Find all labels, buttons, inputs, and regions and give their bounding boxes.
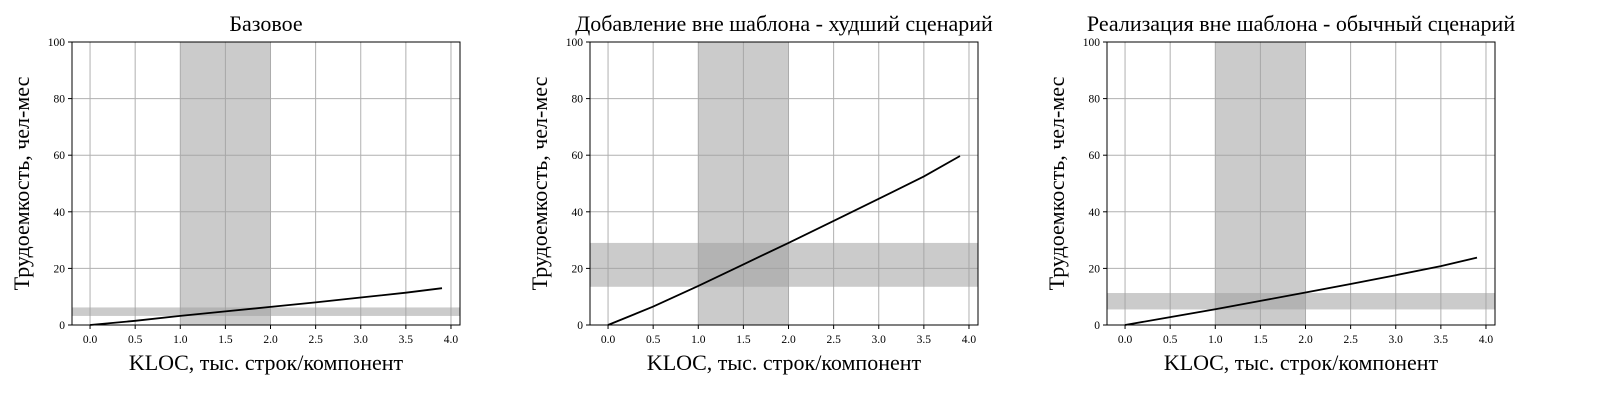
x-tick-label: 1.0 [173, 334, 188, 346]
x-tick-label: 0.0 [601, 334, 616, 346]
kloc-range-band [1215, 42, 1306, 325]
chart-title: Базовое [229, 11, 302, 36]
x-tick-label: 1.0 [1208, 334, 1223, 346]
chart-panel-2: 0.0 0.5 1.0 1.5 2.0 2.5 3.0 3.5 4.0 0 20 40 60 80 100Д… [527, 11, 993, 375]
y-tick-label: 20 [1089, 263, 1101, 275]
plot-frame [1106, 41, 1496, 326]
series-line-1 [607, 155, 961, 326]
y-tick-label: 60 [572, 150, 584, 162]
x-tick-label: 0.0 [83, 334, 98, 346]
effort-range-band [1107, 293, 1495, 310]
y-tick-label: 0 [59, 320, 65, 332]
x-tick-label: 1.5 [218, 334, 233, 346]
x-tick-label: 3.5 [1434, 334, 1449, 346]
x-tick-label: 1.5 [736, 334, 751, 346]
x-tick-label: 2.0 [263, 334, 278, 346]
effort-range-band [72, 307, 460, 316]
x-tick-label: 2.5 [1343, 334, 1358, 346]
x-tick-label: 0.5 [646, 334, 661, 346]
series-line-1 [1124, 256, 1478, 326]
x-axis-label: KLOC, тыс. строк/компонент [129, 350, 404, 375]
chart-panel-1: 0.0 0.5 1.0 1.5 2.0 2.5 3.0 3.5 4.0 0 20 40 60 80 100 Б… [9, 11, 461, 375]
x-tick-label: 0.5 [1163, 334, 1178, 346]
x-tick-label: 4.0 [962, 334, 977, 346]
x-tick-label: 1.5 [1253, 334, 1268, 346]
x-tick-label: 2.0 [781, 334, 796, 346]
chart-title: Добавление вне шаблона - худший сценарий [575, 11, 993, 36]
x-tick-label: 2.5 [826, 334, 841, 346]
x-tick-label: 0.0 [1118, 334, 1133, 346]
x-tick-label: 0.5 [128, 334, 143, 346]
plot-frame [589, 41, 979, 326]
y-tick-label: 0 [577, 320, 583, 332]
chart-panel-3: 0.0 0.5 1.0 1.5 2.0 2.5 3.0 3.5 4.0 0 20 40 60 80 100Р… [1044, 11, 1515, 375]
series-line-1 [89, 287, 443, 326]
effort-range-band [590, 242, 978, 287]
plot-frame [71, 41, 461, 326]
y-tick-label: 80 [572, 94, 584, 106]
y-tick-label: 40 [1089, 207, 1101, 219]
y-tick-label: 40 [54, 207, 66, 219]
y-axis-label: Трудоемкость, чел-мес [1044, 76, 1069, 290]
x-tick-label: 3.0 [872, 334, 887, 346]
y-tick-label: 60 [1089, 150, 1101, 162]
x-tick-label: 3.0 [354, 334, 369, 346]
x-axis-label: KLOC, тыс. строк/компонент [1164, 350, 1439, 375]
y-tick-label: 100 [566, 37, 584, 49]
kloc-range-band [180, 42, 271, 325]
x-tick-label: 1.0 [691, 334, 706, 346]
x-tick-label: 4.0 [444, 334, 459, 346]
x-axis-label: KLOC, тыс. строк/компонент [647, 350, 922, 375]
x-tick-label: 3.0 [1389, 334, 1404, 346]
y-tick-label: 20 [54, 263, 66, 275]
x-tick-label: 2.5 [308, 334, 323, 346]
chart-title: Реализация вне шаблона - обычный сценари… [1087, 11, 1515, 36]
y-tick-label: 40 [572, 207, 584, 219]
y-axis-label: Трудоемкость, чел-мес [9, 76, 34, 290]
x-tick-label: 3.5 [917, 334, 932, 346]
x-tick-label: 3.5 [399, 334, 414, 346]
y-tick-label: 80 [54, 94, 66, 106]
y-axis-label: Трудоемкость, чел-мес [527, 76, 552, 290]
y-tick-label: 100 [1083, 37, 1101, 49]
y-tick-label: 60 [54, 150, 66, 162]
y-tick-label: 0 [1094, 320, 1100, 332]
x-tick-label: 4.0 [1479, 334, 1494, 346]
y-tick-label: 20 [572, 263, 584, 275]
y-tick-label: 80 [1089, 94, 1101, 106]
x-tick-label: 2.0 [1298, 334, 1313, 346]
y-tick-label: 100 [48, 37, 66, 49]
